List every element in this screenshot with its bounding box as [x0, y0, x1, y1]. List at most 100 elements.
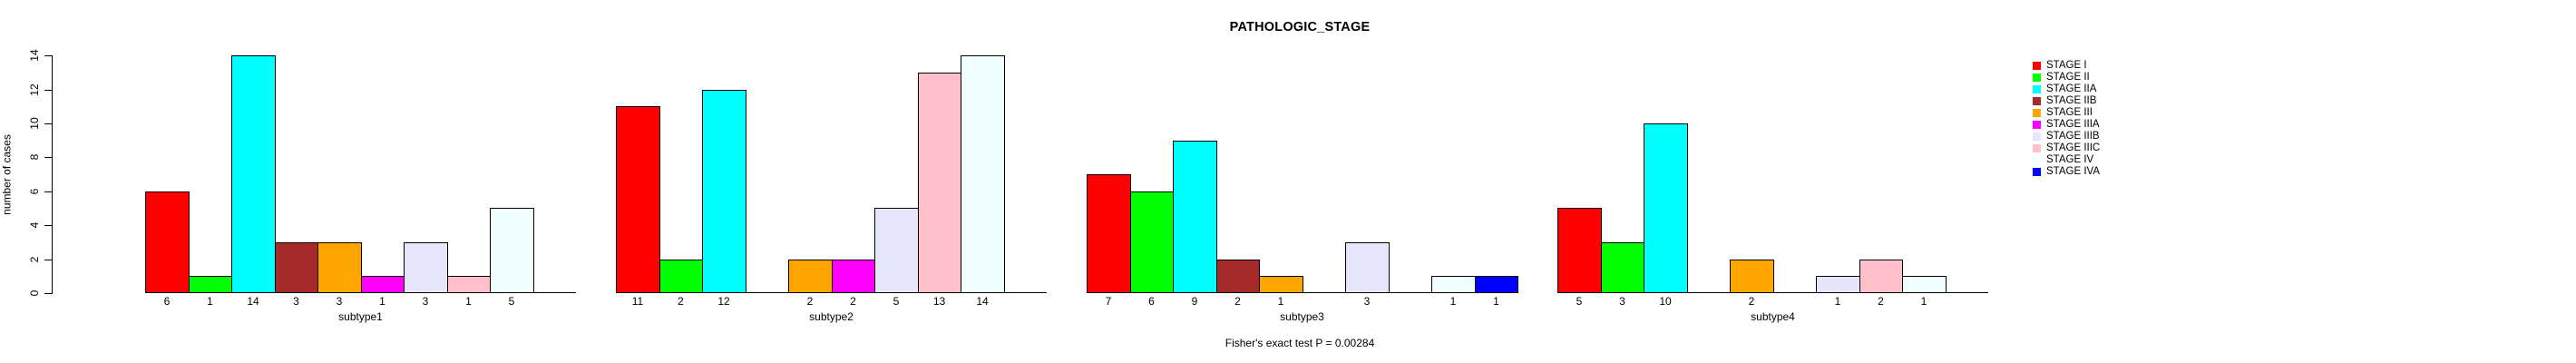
legend-swatch-stage-iva: [2033, 168, 2041, 176]
bar-value-label: 11: [631, 295, 644, 308]
bar-value-label: 2: [1878, 295, 1884, 308]
bar-stage-ii-subtype1: [189, 276, 232, 293]
y-axis-line: [52, 55, 53, 294]
bar-stage-iv-subtype3: [1431, 276, 1476, 293]
legend-item: STAGE IIB: [2033, 95, 2100, 107]
bar-stage-i-subtype1: [145, 191, 190, 293]
x-axis-group-label: subtype3: [1280, 310, 1324, 323]
x-axis-group-label: subtype4: [1751, 310, 1795, 323]
legend-item: STAGE IIIA: [2033, 119, 2100, 131]
bar-stage-ii-subtype3: [1130, 191, 1174, 293]
y-axis-tick-label: 4: [28, 221, 41, 229]
bar-stage-iiib-subtype1: [404, 242, 448, 293]
bar-value-label: 2: [850, 295, 856, 308]
bar-value-label: 1: [1277, 295, 1284, 308]
bar-stage-iib-subtype1: [275, 242, 318, 293]
y-axis-title: number of cases: [0, 134, 14, 215]
legend-swatch-stage-iia: [2033, 85, 2041, 93]
y-axis-tick-label: 6: [28, 188, 41, 195]
bar-value-label: 9: [1191, 295, 1198, 308]
bar-value-label: 2: [678, 295, 684, 308]
bar-stage-i-subtype2: [616, 106, 660, 293]
y-axis-tick-label: 12: [28, 83, 41, 96]
bar-stage-ii-subtype4: [1601, 242, 1644, 293]
bar-value-label: 5: [1576, 295, 1583, 308]
bar-value-label: 12: [717, 295, 730, 308]
bar-value-label: 6: [163, 295, 171, 308]
bar-stage-iiib-subtype2: [874, 208, 919, 293]
legend-label: STAGE IIIA: [2046, 119, 2100, 130]
bar-value-label: 3: [422, 295, 429, 308]
legend-swatch-stage-iiia: [2033, 121, 2041, 129]
bar-stage-iia-subtype1: [231, 55, 276, 293]
bar-value-label: 3: [1619, 295, 1625, 308]
x-axis-group-label: subtype2: [809, 310, 854, 323]
legend-label: STAGE IIB: [2046, 95, 2097, 106]
legend-swatch-stage-iii: [2033, 109, 2041, 117]
bar-value-label: 10: [1659, 295, 1672, 308]
bar-stage-iiib-subtype4: [1816, 276, 1860, 293]
bar-value-label: 14: [976, 295, 989, 308]
bar-value-label: 1: [1920, 295, 1927, 308]
bar-value-label: 1: [465, 295, 472, 308]
bar-value-label: 13: [932, 295, 946, 308]
bar-value-label: 1: [1834, 295, 1841, 308]
bar-stage-iv-subtype1: [490, 208, 534, 293]
legend-item: STAGE II: [2033, 72, 2100, 83]
legend-item: STAGE IIA: [2033, 83, 2100, 95]
bar-stage-iii-subtype1: [317, 242, 362, 293]
bar-stage-iiic-subtype2: [918, 73, 961, 293]
bar-value-label: 2: [1748, 295, 1755, 308]
bar-value-label: 1: [1493, 295, 1499, 308]
legend: STAGE I STAGE II STAGE IIA STAGE IIB STAGE I…: [2033, 60, 2100, 178]
bar-stage-iiib-subtype3: [1345, 242, 1390, 293]
bar-stage-iii-subtype4: [1730, 260, 1774, 293]
bar-value-label: 2: [806, 295, 814, 308]
y-axis-tick: [44, 54, 52, 56]
bar-value-label: 3: [336, 295, 343, 308]
bar-value-label: 2: [1234, 295, 1241, 308]
y-axis-tick: [44, 292, 52, 294]
bar-stage-iib-subtype3: [1216, 260, 1260, 293]
bar-value-label: 1: [207, 295, 213, 308]
bar-stage-iiia-subtype2: [832, 260, 875, 293]
y-axis-tick-label: 14: [28, 49, 41, 62]
legend-swatch-stage-iv: [2033, 156, 2041, 164]
bar-value-label: 3: [293, 295, 299, 308]
y-axis-tick-label: 8: [28, 153, 41, 161]
bar-value-label: 6: [1148, 295, 1155, 308]
legend-item: STAGE IIIC: [2033, 142, 2100, 154]
legend-item: STAGE IV: [2033, 154, 2100, 166]
y-axis-tick: [44, 89, 52, 91]
y-axis-tick: [44, 123, 52, 124]
legend-item: STAGE III: [2033, 107, 2100, 119]
bar-stage-iia-subtype4: [1644, 123, 1688, 293]
bar-value-label: 7: [1105, 295, 1112, 308]
bar-stage-iii-subtype2: [788, 260, 833, 293]
legend-label: STAGE I: [2046, 60, 2087, 71]
bar-value-label: 1: [379, 295, 385, 308]
legend-item: STAGE I: [2033, 60, 2100, 72]
y-axis-tick: [44, 191, 52, 192]
legend-swatch-stage-iib: [2033, 97, 2041, 105]
bar-stage-iva-subtype3: [1475, 276, 1518, 293]
legend-swatch-stage-iiic: [2033, 144, 2041, 152]
bar-stage-i-subtype4: [1557, 208, 1602, 293]
fisher-test-annotation: Fisher's exact test P = 0.00284: [1225, 337, 1375, 349]
legend-swatch-stage-i: [2033, 62, 2041, 70]
bar-value-label: 3: [1363, 295, 1371, 308]
y-axis-tick: [44, 224, 52, 226]
y-axis-tick-label: 2: [28, 256, 41, 263]
legend-swatch-stage-iiib: [2033, 132, 2041, 141]
legend-label: STAGE IIA: [2046, 83, 2097, 94]
legend-label: STAGE III: [2046, 107, 2093, 118]
legend-swatch-stage-ii: [2033, 74, 2041, 82]
chart-title: PATHOLOGIC_STAGE: [1229, 20, 1371, 34]
bar-stage-iv-subtype2: [961, 55, 1005, 293]
bar-stage-ii-subtype2: [659, 260, 703, 293]
bar-stage-iii-subtype3: [1259, 276, 1303, 293]
bar-stage-iiia-subtype1: [361, 276, 405, 293]
legend-label: STAGE II: [2046, 72, 2090, 83]
legend-item: STAGE IVA: [2033, 166, 2100, 178]
